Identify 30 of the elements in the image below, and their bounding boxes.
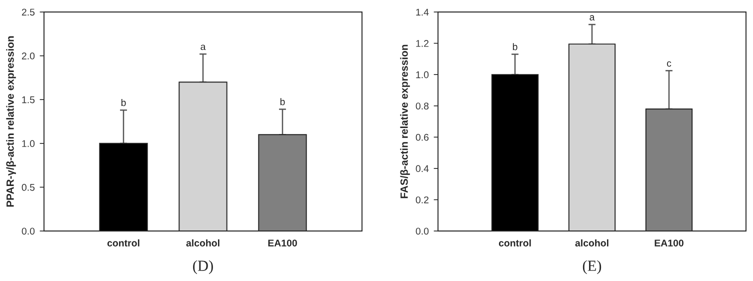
- annotation: a: [590, 15, 595, 21]
- y-tick-label: 0.6: [416, 134, 429, 141]
- y-tick-label: 1.0: [416, 71, 429, 78]
- annotation: b: [280, 98, 285, 106]
- annotation: b: [512, 43, 518, 50]
- y-tick-label: 0.4: [416, 165, 429, 172]
- annotation: b: [121, 98, 126, 106]
- y-tick-label: 2.5: [22, 8, 35, 16]
- y-tick-label: 1.4: [416, 8, 429, 16]
- y-tick-label: 0.8: [416, 102, 429, 110]
- x-tick-label: control: [498, 239, 531, 246]
- x-tick-label: EA100: [268, 240, 297, 246]
- y-tick-label: 2.0: [22, 52, 35, 60]
- y-tick-label: 0.0: [22, 228, 35, 235]
- x-tick-label: EA100: [654, 240, 684, 246]
- y-tick-label: 1.5: [22, 96, 35, 104]
- annotation: c: [666, 61, 672, 67]
- annotation: a: [200, 44, 206, 50]
- y-tick-label: 0.5: [22, 184, 35, 191]
- y-axis-title: PPAR-γ/β-actin relative expression: [6, 36, 16, 207]
- y-tick-label: 0.2: [416, 196, 428, 204]
- x-tick-label: control: [107, 239, 140, 246]
- y-tick-label: 1.2: [416, 40, 428, 47]
- x-tick-label: alcohol: [186, 239, 220, 246]
- text: (E): [582, 260, 602, 274]
- y-axis-title: FAS/β-actin relative expression: [400, 44, 410, 198]
- x-tick-label: alcohol: [575, 239, 608, 246]
- text: (D): [193, 260, 213, 274]
- y-tick-label: 0.0: [416, 228, 429, 235]
- y-tick-label: 1.0: [22, 140, 35, 148]
